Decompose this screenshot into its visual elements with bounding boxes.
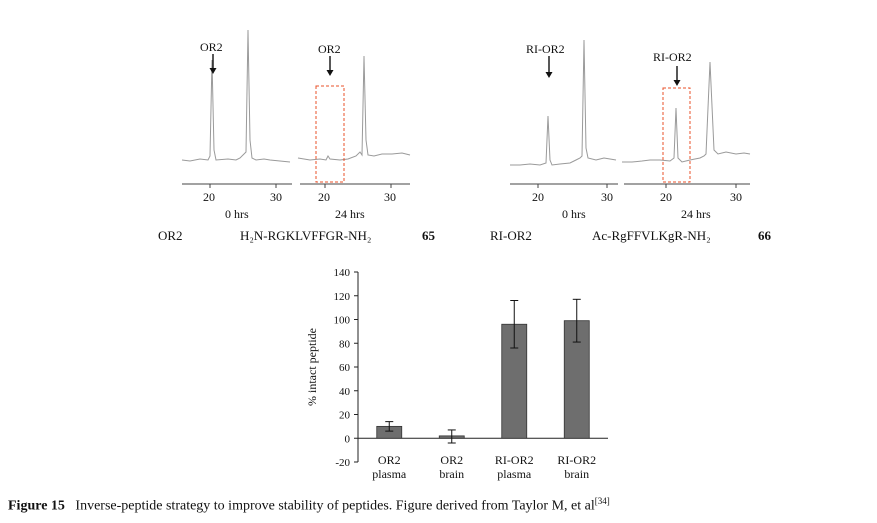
peptide-sequence-or2: H₂N-RGKLVFFGR-NH₂ (240, 228, 372, 243)
y-tick-label: 0 (345, 433, 351, 445)
peptide-name-ri-or2: RI-OR2 (490, 228, 532, 243)
x-category-label: RI-OR2 (557, 453, 596, 467)
or2-24hrs-peak-label: OR2 (318, 42, 341, 56)
y-tick-label: 20 (339, 410, 351, 422)
caption-reference: [34] (594, 496, 610, 506)
tick-label: 20 (203, 190, 215, 204)
figure-label: Figure 15 (8, 498, 65, 514)
x-category-label: OR2 (378, 453, 401, 467)
x-category-label: plasma (497, 467, 532, 481)
figure-caption: Figure 15 Inverse-peptide strategy to im… (8, 496, 610, 515)
y-tick-label: 140 (334, 267, 351, 279)
tick-label: 20 (318, 190, 330, 204)
peptide-name-or2: OR2 (158, 228, 183, 243)
tick-label: 30 (601, 190, 613, 204)
x-category-label: brain (564, 467, 589, 481)
ri-or2-0hrs-peak-label: RI-OR2 (526, 42, 565, 56)
right-chromatogram-traces (510, 39, 751, 188)
highlight-dashed-box (662, 87, 691, 183)
ri-or2-24hrs-trace (622, 61, 751, 163)
x-category-label: plasma (372, 467, 407, 481)
stability-bar-chart: -20 0 20 40 60 80 100 120 140 % intact peptide OR2… (305, 267, 608, 481)
ri-or2-0hrs-trace (510, 39, 617, 166)
y-tick-label: -20 (335, 457, 350, 469)
compound-number-66: 66 (758, 228, 771, 243)
left-chromatogram-traces (181, 29, 411, 188)
or2-0hrs-trace (181, 29, 291, 163)
time-label: 0 hrs (562, 207, 586, 221)
time-label: 24 hrs (681, 207, 711, 221)
tick-label: 20 (532, 190, 544, 204)
ri-or2-24hrs-peak-label: RI-OR2 (653, 50, 692, 64)
tick-label: 30 (730, 190, 742, 204)
highlight-dashed-box (315, 85, 345, 183)
y-tick-label: 120 (334, 291, 351, 303)
tick-label: 20 (660, 190, 672, 204)
time-label: 24 hrs (335, 207, 365, 221)
y-tick-label: 80 (339, 338, 351, 350)
caption-text: Inverse-peptide strategy to improve stab… (75, 498, 595, 514)
y-axis-label: % intact peptide (305, 328, 319, 406)
y-tick-label: 100 (334, 315, 351, 327)
y-tick-label: 60 (339, 362, 351, 374)
compound-number-65: 65 (422, 228, 435, 243)
or2-24hrs-trace (297, 55, 411, 161)
x-category-label: brain (439, 467, 464, 481)
x-category-label: RI-OR2 (495, 453, 534, 467)
tick-label: 30 (384, 190, 396, 204)
peptide-sequence-ri-or2: Ac-RgFFVLKgR-NH₂ (592, 228, 711, 243)
or2-0hrs-peak-label: OR2 (200, 40, 223, 54)
x-category-label: OR2 (440, 453, 463, 467)
y-tick-label: 40 (339, 386, 351, 398)
tick-label: 30 (270, 190, 282, 204)
time-label: 0 hrs (225, 207, 249, 221)
